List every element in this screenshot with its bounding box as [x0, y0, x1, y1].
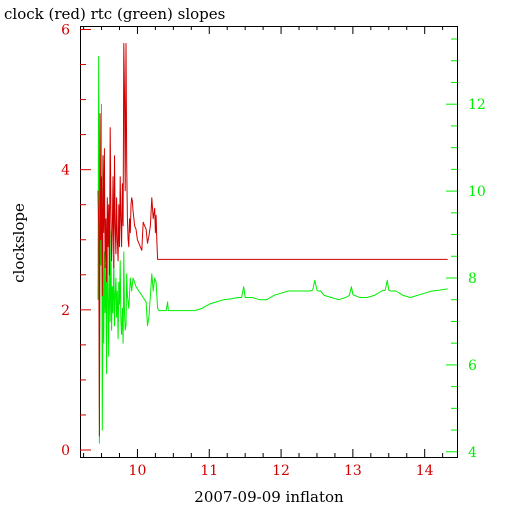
left-tick-label: 0 [61, 443, 70, 459]
x-tick-label: 13 [344, 463, 362, 479]
x-axis-ticks: 10 11 12 13 14 [83, 26, 444, 479]
series-layer [97, 43, 448, 444]
left-tick-label: 4 [61, 163, 70, 179]
x-tick-label: 14 [416, 463, 434, 479]
left-tick-label: 6 [61, 23, 70, 39]
right-tick-label: 12 [468, 97, 486, 113]
left-tick-label: 2 [61, 303, 70, 319]
right-tick-label: 6 [468, 358, 477, 374]
x-axis-label: 2007-09-09 inflaton [194, 488, 344, 506]
right-tick-label: 4 [468, 445, 477, 461]
plot-frame [80, 26, 458, 458]
series-rtc-line [97, 55, 448, 444]
right-tick-label: 8 [468, 271, 477, 287]
x-tick-label: 10 [129, 463, 147, 479]
series-clock-line [97, 43, 448, 437]
y-axis-label: clockslope [10, 203, 28, 283]
right-tick-label: 10 [468, 184, 486, 200]
x-tick-label: 12 [272, 463, 290, 479]
right-axis-ticks: 4 6 8 10 12 [446, 38, 486, 461]
chart-title: clock (red) rtc (green) slopes [4, 5, 225, 23]
x-tick-label: 11 [200, 463, 218, 479]
left-axis-ticks: 0 2 4 6 [61, 23, 91, 459]
